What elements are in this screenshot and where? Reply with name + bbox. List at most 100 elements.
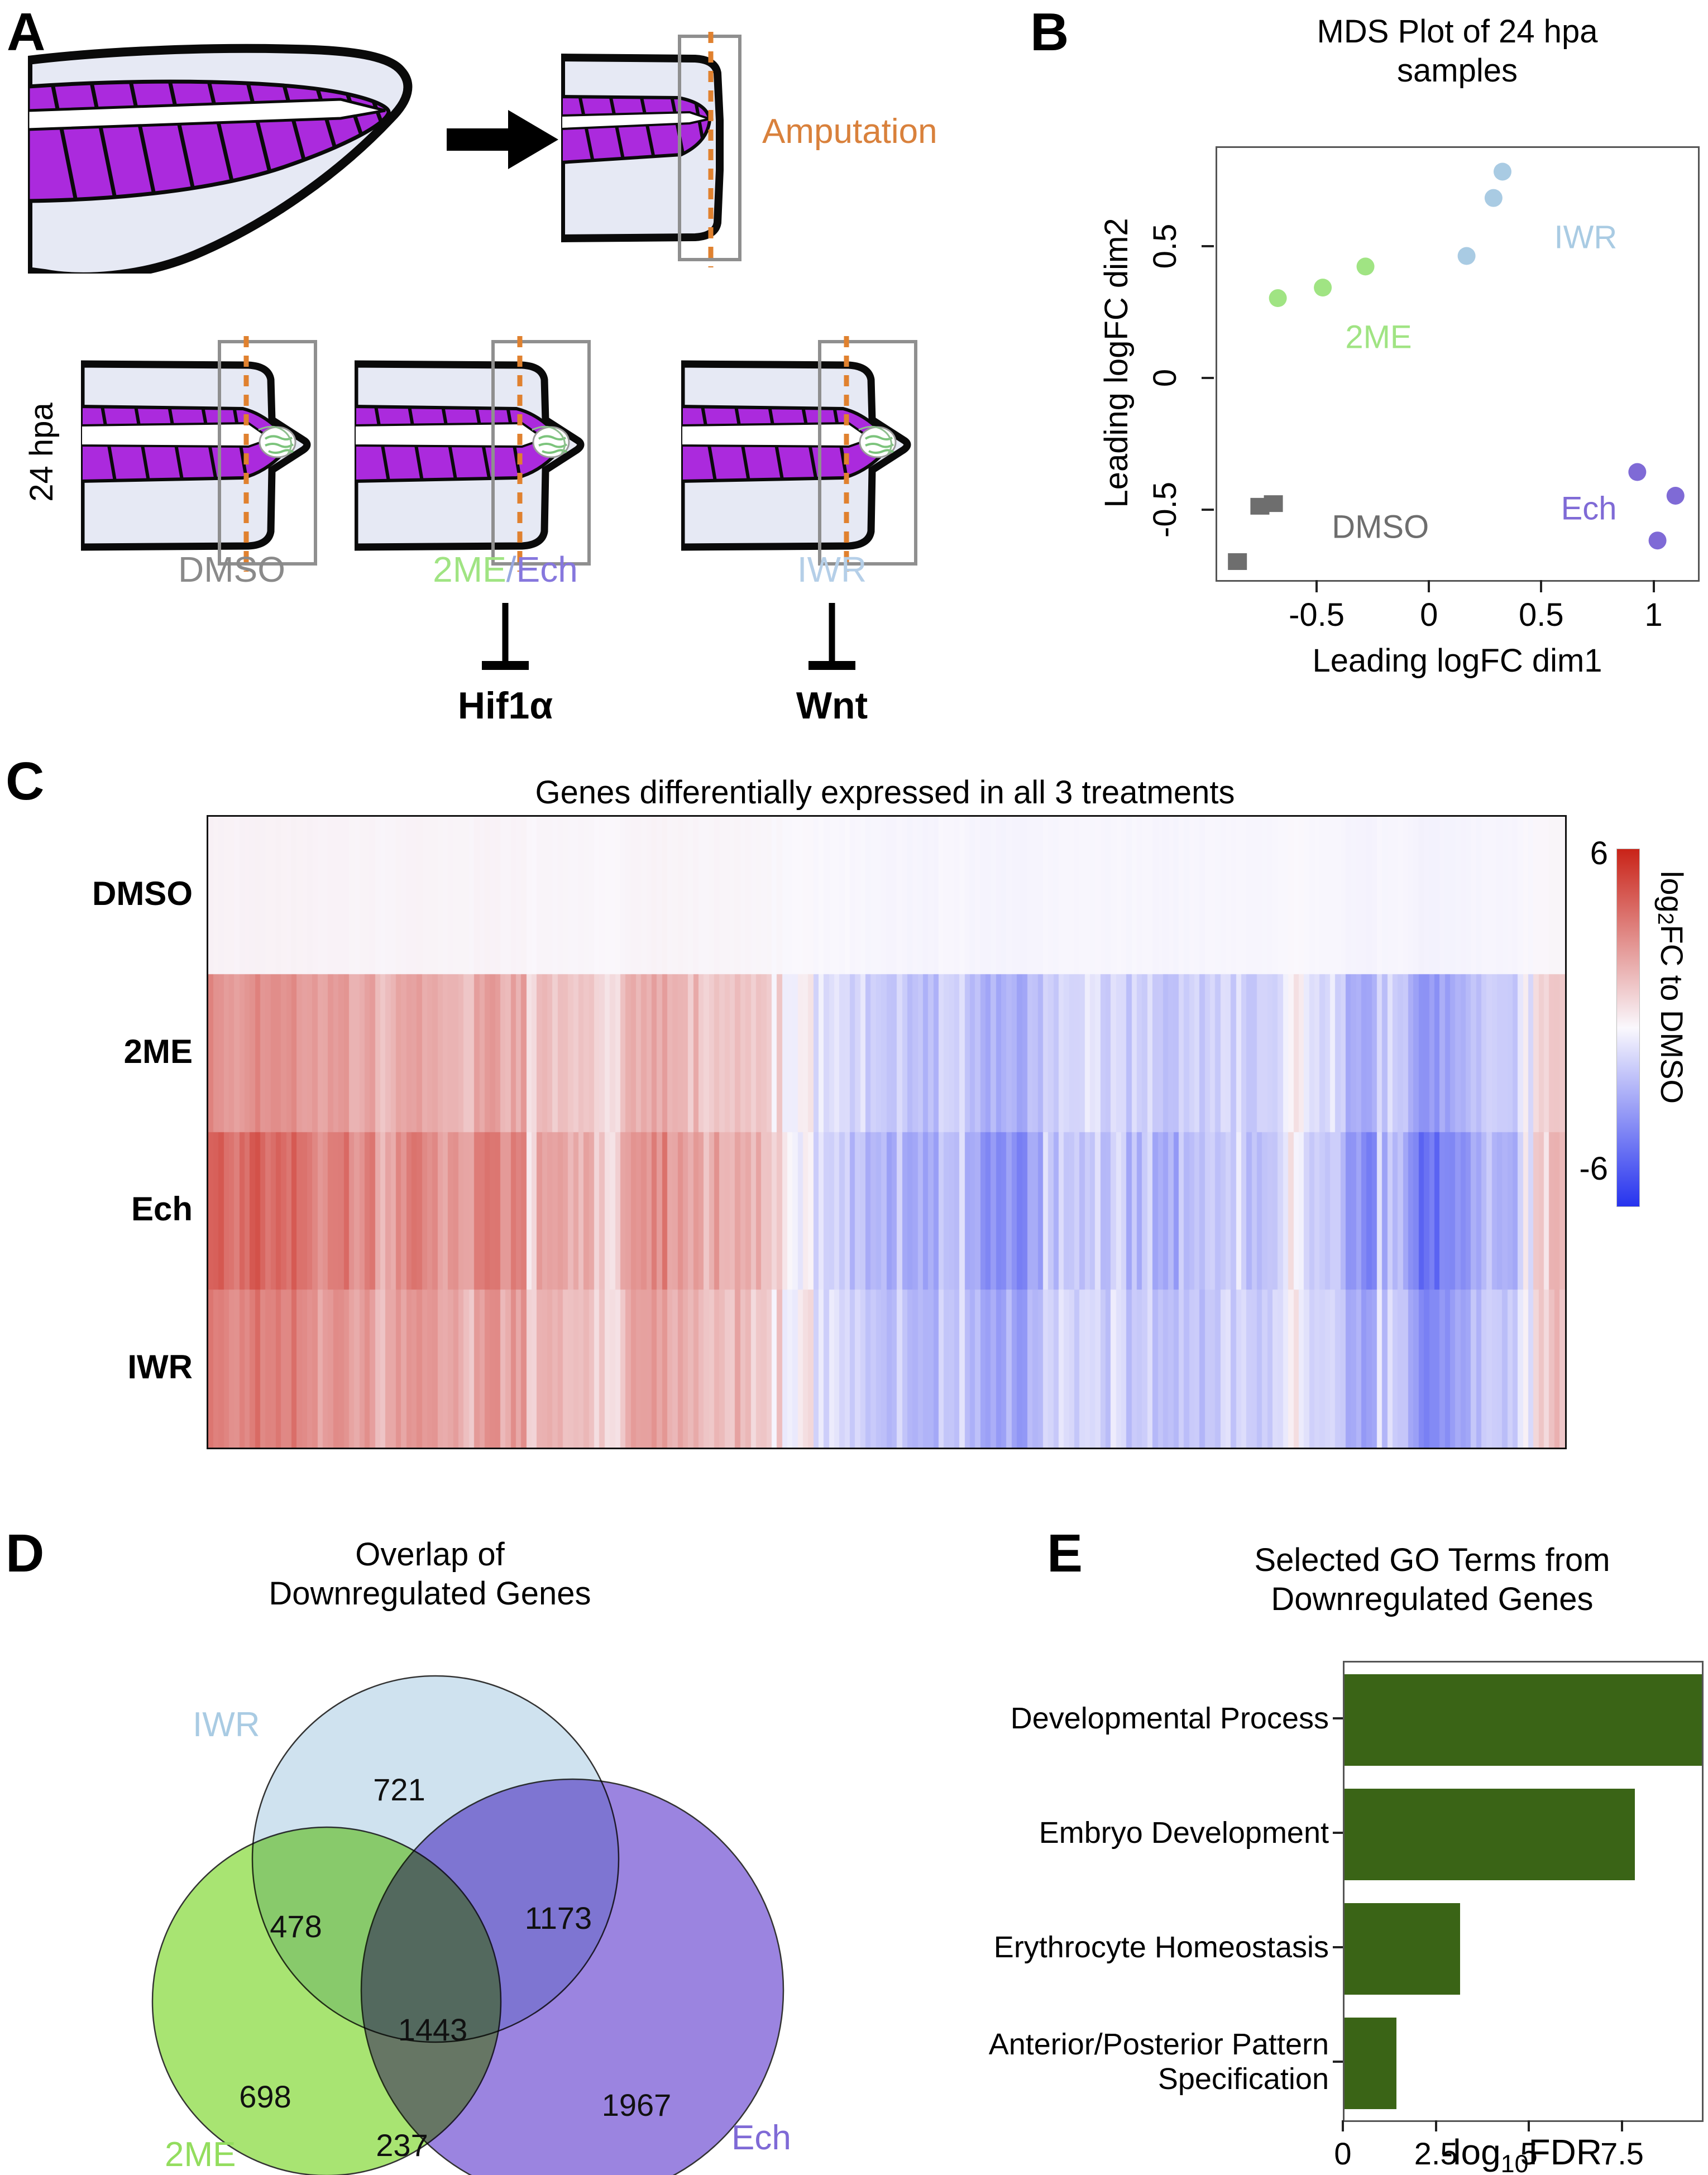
panel-e-letter: E	[1047, 1524, 1083, 1583]
arrow-icon	[447, 110, 558, 169]
notochord-slit	[28, 98, 386, 131]
mds-plot-area: IWR 2ME DMSO Ech	[1216, 146, 1700, 582]
mds-xtick	[1652, 580, 1655, 592]
mds-series-label-IWR: IWR	[1554, 219, 1618, 255]
go-bar-2	[1345, 1903, 1460, 1995]
go-ytick	[1333, 1946, 1343, 1948]
go-xtick-label: 2.5	[1414, 2136, 1458, 2171]
go-xtick	[1528, 2120, 1530, 2131]
venn-count-ech-only: 1967	[602, 2087, 672, 2123]
amputation-label: Amputation	[762, 112, 937, 151]
mds-ytick	[1202, 509, 1214, 511]
go-xtick-label: 0	[1334, 2136, 1352, 2171]
go-category-label-0: Developmental Process	[1010, 1701, 1329, 1735]
mds-xtick	[1540, 580, 1543, 592]
amputated-tailfin-illustration	[561, 32, 741, 267]
ech-label: Ech	[516, 549, 578, 590]
wnt-target-label: Wnt	[796, 684, 868, 727]
muscle-group	[28, 79, 391, 203]
go-xlabel-sub: 10	[1500, 2149, 1529, 2175]
venn-count-2me-only: 698	[239, 2079, 291, 2114]
mds-ytick-label: 0.5	[1147, 224, 1183, 269]
mds-xtick-label: 0	[1420, 597, 1438, 633]
go-ytick	[1333, 1717, 1343, 1719]
hif1a-target-label: Hif1α	[457, 684, 553, 727]
mds-xtick	[1315, 580, 1318, 592]
inhibition-icon	[808, 603, 855, 670]
mds-point-DMSO	[1228, 553, 1247, 570]
me2-label: 2ME	[433, 549, 506, 590]
mds-point-Ech	[1648, 531, 1667, 550]
venn-title: Overlap of Downregulated Genes	[151, 1535, 709, 1613]
stump-2me-ech-illustration	[355, 335, 656, 581]
mds-xtick-label: -0.5	[1289, 597, 1345, 633]
stump-dmso-illustration	[81, 335, 382, 581]
colorbar-label-suffix: FC to DMSO	[1654, 924, 1690, 1104]
mds-series-label-Ech: Ech	[1561, 490, 1617, 526]
colorbar-label-prefix: log	[1654, 871, 1690, 913]
go-category-labels: Developmental Process Embryo Development E…	[944, 1661, 1329, 2119]
heatmap-title: Genes differentially expressed in all 3 …	[535, 774, 1235, 811]
mds-xlabel: Leading logFC dim1	[1312, 643, 1602, 679]
venn-set-label-ech: Ech	[731, 2119, 791, 2157]
go-xtick	[1342, 2120, 1344, 2131]
mds-ytick	[1202, 245, 1214, 248]
go-title-line1: Selected GO Terms from	[1254, 1542, 1610, 1578]
go-xlabel-suffix: FDR	[1528, 2132, 1602, 2172]
notochord-slit	[561, 111, 714, 131]
mds-point-DMSO	[1250, 497, 1270, 515]
go-xlabel: -log10FDR	[1343, 2131, 1700, 2175]
go-plot-area	[1343, 1661, 1704, 2122]
mds-title-line2: samples	[1397, 52, 1518, 89]
venn-count-2me-ech: 237	[376, 2128, 428, 2163]
mds-point-IWR	[1493, 162, 1511, 181]
heatmap-row-label-iwr: IWR	[127, 1348, 193, 1386]
venn-set-label-iwr: IWR	[193, 1705, 260, 1744]
mds-ylabel: Leading logFC dim2	[1098, 218, 1135, 508]
venn-count-center: 1443	[398, 2012, 468, 2047]
timepoint-label: 24 hpa	[23, 403, 60, 502]
mds-point-IWR	[1457, 247, 1476, 265]
colorbar-min-label: -6	[1579, 1151, 1608, 1187]
colorbar-axis-label: log2FC to DMSO	[1653, 871, 1690, 1228]
go-category-label-3: Anterior/Posterior Pattern Specification	[988, 2027, 1329, 2096]
panel-a-letter: A	[7, 2, 46, 62]
mds-ytick-label: -0.5	[1147, 482, 1183, 538]
treatment-label-2me-ech: 2ME/Ech	[355, 550, 656, 589]
colorbar-label-sub: 2	[1653, 912, 1677, 925]
heatmap-row-label-ech: Ech	[131, 1190, 193, 1228]
mds-plot-title: MDS Plot of 24 hpa samples	[1212, 12, 1703, 90]
mds-ytick	[1202, 377, 1214, 380]
mds-title-line1: MDS Plot of 24 hpa	[1317, 13, 1598, 50]
go-xtick-label: 5	[1520, 2136, 1538, 2171]
colorbar-max-label: 6	[1590, 835, 1608, 871]
mds-series-label-DMSO: DMSO	[1332, 509, 1429, 545]
mds-points-layer: IWR 2ME DMSO Ech	[1228, 162, 1685, 570]
mds-ytick-label: 0	[1147, 369, 1183, 387]
venn-count-iwr-ech: 1173	[525, 1900, 592, 1936]
intact-tailfin-illustration	[28, 44, 413, 274]
mds-point-2ME	[1314, 279, 1332, 297]
mds-xtick-label: 1	[1644, 597, 1663, 633]
panel-b-letter: B	[1030, 2, 1069, 62]
venn-set-label-2me: 2ME	[165, 2135, 236, 2174]
mds-point-Ech	[1666, 486, 1685, 505]
mds-point-2ME	[1356, 257, 1375, 276]
go-bar-3	[1345, 2017, 1397, 2109]
go-xtick	[1621, 2120, 1623, 2131]
go-xtick	[1434, 2120, 1437, 2131]
mds-point-2ME	[1269, 289, 1287, 308]
heatmap-row-label-2me: 2ME	[123, 1033, 193, 1070]
venn-count-iwr-only: 721	[373, 1772, 425, 1807]
dmso-label: DMSO	[178, 549, 285, 590]
treatment-label-dmso: DMSO	[81, 550, 382, 589]
panel-c-letter: C	[6, 751, 45, 811]
go-bar-1	[1345, 1788, 1635, 1880]
venn-diagram: 721 1173 478 1443 698 1967 237 IWR 2ME E…	[151, 1675, 791, 2175]
inhibition-icon	[482, 603, 529, 670]
go-xtick-label: 7.5	[1600, 2136, 1644, 2171]
go-bar-0	[1345, 1674, 1702, 1766]
go-title: Selected GO Terms from Downregulated Gen…	[1153, 1541, 1708, 1618]
iwr-label: IWR	[797, 549, 867, 590]
